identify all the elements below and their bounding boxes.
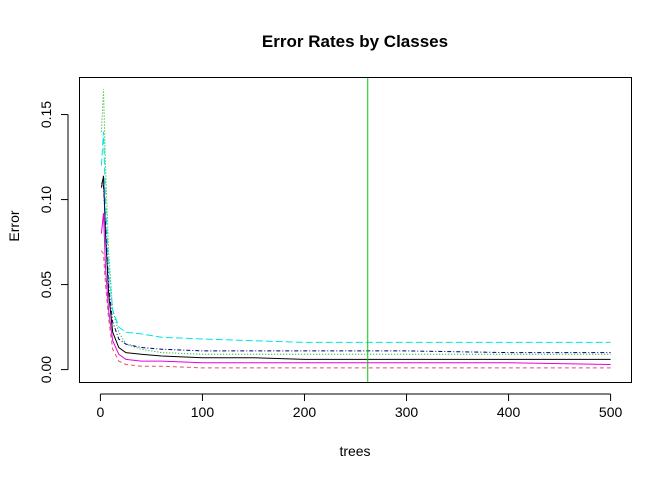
plot-frame — [79, 77, 632, 383]
series-line-1 — [100, 175, 611, 360]
series-line-2 — [100, 250, 611, 369]
series-layer — [100, 89, 611, 369]
x-tick-label: 500 — [599, 404, 623, 420]
y-tick-label: 0.05 — [38, 271, 54, 298]
y-tick-label: 0.10 — [38, 186, 54, 213]
x-axis-label: trees — [339, 443, 370, 459]
x-tick-label: 200 — [293, 404, 317, 420]
series-line-5 — [100, 131, 611, 343]
y-tick-label: 0.00 — [38, 356, 54, 383]
y-axis: 0.00 0.05 0.10 0.15 — [38, 101, 69, 383]
y-axis-label: Error — [6, 210, 22, 241]
chart-title: Error Rates by Classes — [262, 32, 448, 51]
y-tick-label: 0.15 — [38, 101, 54, 128]
series-line-3 — [100, 89, 611, 355]
series-line-6 — [100, 213, 611, 365]
x-tick-label: 300 — [395, 404, 419, 420]
x-tick-label: 0 — [97, 404, 105, 420]
x-tick-label: 100 — [191, 404, 215, 420]
x-axis: 0 100 200 300 400 500 — [97, 393, 623, 420]
series-line-4 — [100, 182, 611, 354]
x-tick-label: 400 — [497, 404, 521, 420]
